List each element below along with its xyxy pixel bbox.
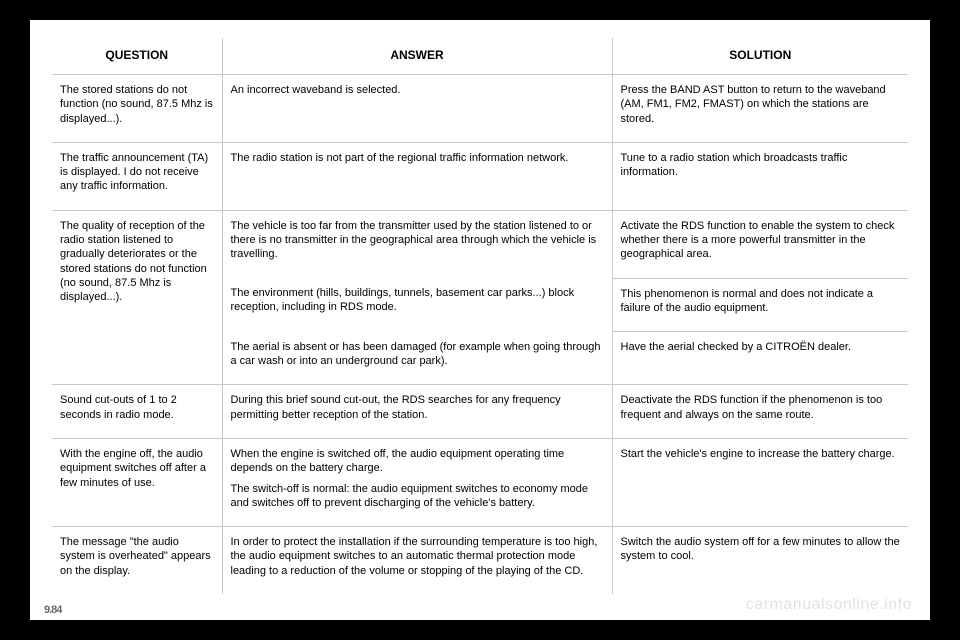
answer-cell: The radio station is not part of the reg… xyxy=(222,142,612,210)
table-row: The stored stations do not function (no … xyxy=(52,75,908,143)
solution-cell: Start the vehicle's engine to increase t… xyxy=(612,438,908,526)
page-number: 9.84 xyxy=(44,604,61,616)
solution-cell: Deactivate the RDS function if the pheno… xyxy=(612,385,908,439)
answer-cell: The aerial is absent or has been damaged… xyxy=(222,332,612,385)
answer-text: When the engine is switched off, the aud… xyxy=(231,447,604,476)
question-cell: The traffic announcement (TA) is display… xyxy=(52,142,222,210)
table-header-row: QUESTION ANSWER SOLUTION xyxy=(52,38,908,75)
table-row: The traffic announcement (TA) is display… xyxy=(52,142,908,210)
solution-cell: This phenomenon is normal and does not i… xyxy=(612,278,908,332)
col-header-question: QUESTION xyxy=(52,38,222,75)
question-cell: The stored stations do not function (no … xyxy=(52,75,222,143)
solution-cell: Press the BAND AST button to return to t… xyxy=(612,75,908,143)
answer-cell: When the engine is switched off, the aud… xyxy=(222,438,612,526)
question-cell: The message "the audio system is overhea… xyxy=(52,527,222,594)
solution-cell: Have the aerial checked by a CITROËN dea… xyxy=(612,332,908,385)
watermark-text: carmanualsonline.info xyxy=(746,596,912,614)
answer-text: The switch-off is normal: the audio equi… xyxy=(231,482,604,511)
solution-cell: Tune to a radio station which broadcasts… xyxy=(612,142,908,210)
question-cell: With the engine off, the audio equipment… xyxy=(52,438,222,526)
answer-cell: The vehicle is too far from the transmit… xyxy=(222,210,612,278)
table-row: The quality of reception of the radio st… xyxy=(52,210,908,385)
solution-cell: Activate the RDS function to enable the … xyxy=(612,210,908,278)
answer-cell: The environment (hills, buildings, tunne… xyxy=(222,278,612,332)
answer-cell: An incorrect waveband is selected. xyxy=(222,75,612,143)
table-row: Sound cut-outs of 1 to 2 seconds in radi… xyxy=(52,385,908,439)
question-cell: Sound cut-outs of 1 to 2 seconds in radi… xyxy=(52,385,222,439)
col-header-answer: ANSWER xyxy=(222,38,612,75)
col-header-solution: SOLUTION xyxy=(612,38,908,75)
table-row: The message "the audio system is overhea… xyxy=(52,527,908,594)
solution-cell: Switch the audio system off for a few mi… xyxy=(612,527,908,594)
question-cell: The quality of reception of the radio st… xyxy=(52,210,222,385)
faq-table: QUESTION ANSWER SOLUTION The stored stat… xyxy=(52,38,908,594)
page-container: QUESTION ANSWER SOLUTION The stored stat… xyxy=(30,20,930,620)
answer-cell: During this brief sound cut-out, the RDS… xyxy=(222,385,612,439)
answer-cell: In order to protect the installation if … xyxy=(222,527,612,594)
table-row: With the engine off, the audio equipment… xyxy=(52,438,908,526)
